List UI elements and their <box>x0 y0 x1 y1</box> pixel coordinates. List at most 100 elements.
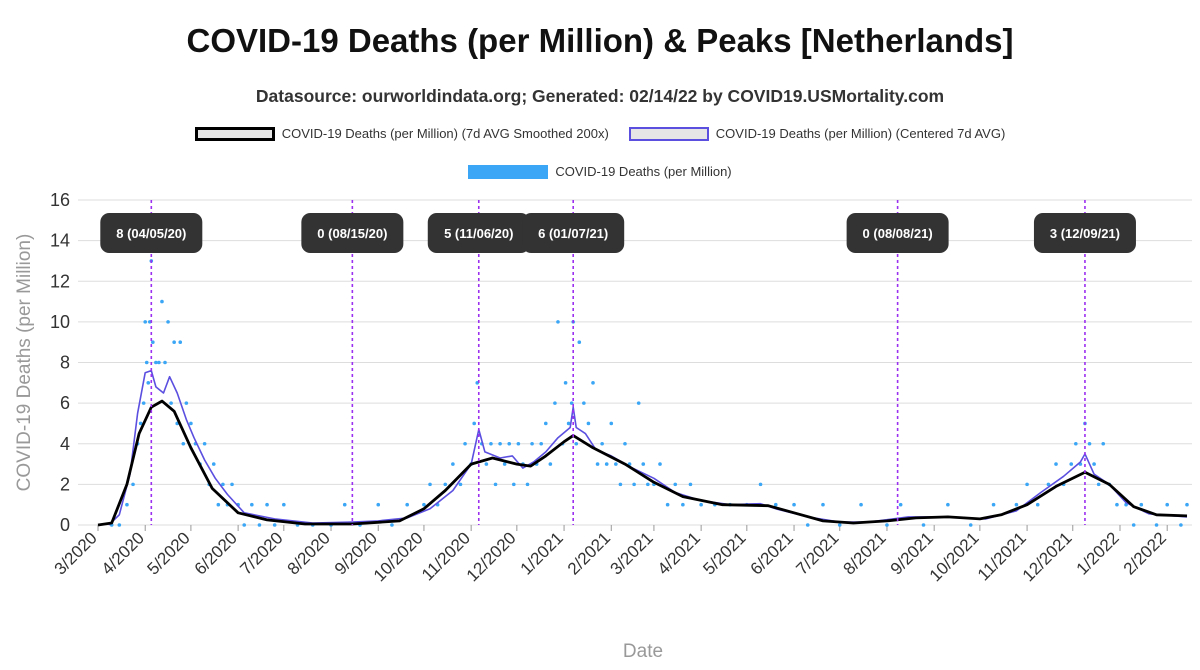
daily-death-point <box>641 462 646 466</box>
daily-death-point <box>805 523 810 527</box>
x-tick-label: 8/2020 <box>284 528 334 578</box>
peak-label: 6 (01/07/21) <box>522 213 625 253</box>
daily-death-point <box>773 502 778 507</box>
peak-label: 3 (12/09/21) <box>1033 213 1136 253</box>
daily-death-point <box>257 523 262 527</box>
daily-death-point <box>632 482 636 487</box>
daily-death-point <box>921 523 926 527</box>
daily-death-point <box>265 502 269 507</box>
daily-death-point <box>157 360 161 365</box>
daily-death-point <box>489 441 493 446</box>
daily-death-point <box>604 462 609 466</box>
daily-death-point <box>472 421 477 426</box>
daily-death-point <box>178 340 183 344</box>
daily-death-point <box>1046 482 1051 487</box>
y-axis-title: COVID-19 Deaths (per Million) <box>14 234 35 492</box>
daily-death-point <box>143 320 148 324</box>
daily-death-point <box>502 462 507 466</box>
x-tick-label: 12/2020 <box>463 528 520 585</box>
daily-death-point <box>342 502 347 507</box>
daily-death-point <box>154 360 158 365</box>
x-tick-label: 10/2020 <box>370 528 427 585</box>
x-tick-label: 12/2021 <box>1019 528 1076 585</box>
daily-death-point <box>699 502 703 507</box>
daily-death-point <box>623 441 627 446</box>
daily-death-point <box>566 421 571 426</box>
y-tick-label: 2 <box>60 474 70 494</box>
daily-death-point <box>390 523 394 527</box>
x-tick-label: 3/2020 <box>51 528 101 578</box>
x-tick-label: 4/2020 <box>98 528 148 578</box>
daily-death-point <box>272 523 277 527</box>
peak-label-box <box>1033 213 1136 253</box>
daily-death-point <box>837 523 842 527</box>
daily-death-point <box>516 441 521 446</box>
daily-death-point <box>591 381 595 385</box>
centered-7d-avg-line <box>108 369 1188 526</box>
daily-death-point <box>968 523 973 527</box>
x-tick-label: 7/2021 <box>792 528 842 578</box>
legend-swatch-smoothed <box>194 126 275 141</box>
y-tick-label: 0 <box>60 515 70 535</box>
daily-death-point <box>141 401 146 405</box>
daily-death-point <box>172 340 176 344</box>
daily-death-point <box>539 441 544 446</box>
legend-item-centered[interactable]: COVID-19 Deaths (per Million) (Centered … <box>628 126 1006 141</box>
y-tick-label: 10 <box>50 312 70 332</box>
daily-death-point <box>202 441 207 446</box>
daily-death-point <box>525 482 530 487</box>
daily-death-point <box>422 502 426 507</box>
legend-label-centered: COVID-19 Deaths (per Million) (Centered … <box>715 126 1006 141</box>
legend-item-smoothed[interactable]: COVID-19 Deaths (per Million) (7d AVG Sm… <box>194 126 609 141</box>
x-tick-label: 6/2020 <box>191 528 241 578</box>
daily-death-point <box>1014 502 1019 507</box>
x-tick-label: 8/2021 <box>840 528 890 578</box>
y-tick-label: 8 <box>60 353 70 373</box>
x-tick-label: 2/2021 <box>564 528 614 578</box>
peak-label-box <box>301 213 404 253</box>
daily-death-point <box>658 462 662 466</box>
daily-death-point <box>163 360 167 365</box>
x-tick-label: 1/2022 <box>1073 528 1123 578</box>
daily-death-point <box>595 462 600 466</box>
legend-item-daily[interactable]: COVID-19 Deaths (per Million) <box>468 164 732 179</box>
y-tick-label: 4 <box>60 434 70 454</box>
legend-label-daily: COVID-19 Deaths (per Million) <box>555 164 732 179</box>
daily-death-point <box>216 502 221 507</box>
daily-death-point <box>451 462 455 466</box>
peak-label-box <box>522 213 625 253</box>
daily-death-point <box>1035 502 1040 507</box>
daily-death-point <box>582 401 586 405</box>
peak-label: 5 (11/06/20) <box>427 213 530 253</box>
daily-death-point <box>230 482 234 487</box>
daily-death-point <box>1101 441 1106 446</box>
daily-death-point <box>1092 462 1096 466</box>
daily-death-point <box>609 421 614 426</box>
daily-death-point <box>131 482 135 487</box>
daily-death-point <box>586 421 591 426</box>
peak-label-box <box>427 213 530 253</box>
daily-death-point <box>646 482 650 487</box>
daily-death-point <box>758 482 763 487</box>
daily-death-point <box>443 482 448 487</box>
x-tick-label: 2/2022 <box>1120 528 1170 578</box>
x-tick-label: 10/2021 <box>926 528 983 585</box>
peak-label: 0 (08/15/20) <box>301 213 404 253</box>
y-tick-label: 6 <box>60 393 70 413</box>
chart-subtitle: Datasource: ourworldindata.org; Generate… <box>255 86 945 106</box>
legend-swatch-centered <box>628 126 709 141</box>
x-tick-label: 5/2020 <box>144 528 194 578</box>
y-tick-label: 16 <box>50 190 70 210</box>
daily-death-point <box>898 502 903 507</box>
x-tick-label: 4/2021 <box>654 528 704 578</box>
peak-label-text: 6 (01/07/21) <box>538 226 608 241</box>
daily-death-point <box>250 502 254 507</box>
daily-death-point <box>463 441 467 446</box>
daily-death-point <box>117 523 122 527</box>
daily-death-point <box>563 381 568 385</box>
daily-death-point <box>376 502 381 507</box>
daily-death-point <box>151 340 155 344</box>
daily-death-point <box>1154 523 1159 527</box>
daily-death-point <box>688 482 693 487</box>
peak-label-box <box>846 213 949 253</box>
